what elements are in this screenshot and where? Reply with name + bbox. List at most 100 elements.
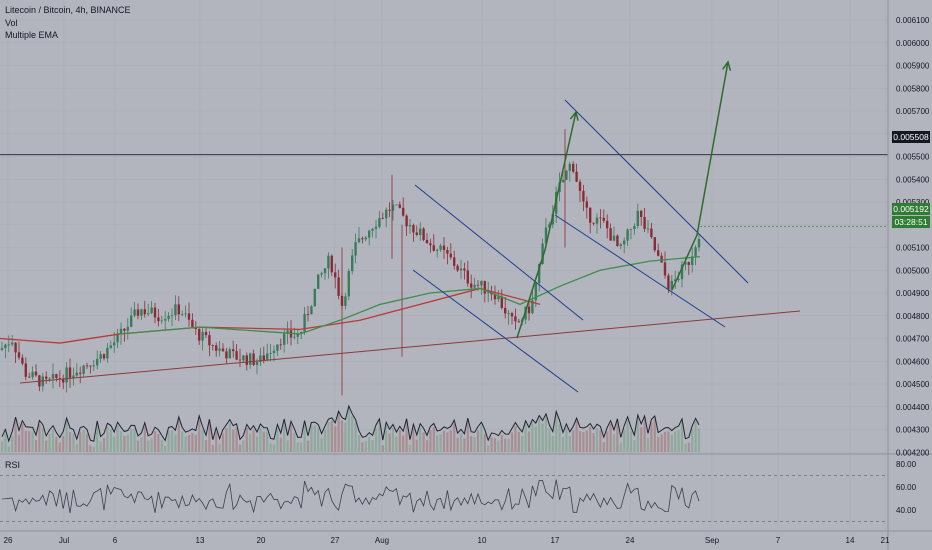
volume-bar bbox=[262, 431, 265, 452]
rsi-line bbox=[1, 479, 700, 514]
candle-body bbox=[402, 207, 405, 216]
volume-bar bbox=[636, 417, 639, 452]
candle-body bbox=[225, 351, 228, 359]
volume-bar bbox=[337, 413, 340, 452]
candle-body bbox=[391, 204, 395, 211]
candle-body bbox=[157, 317, 160, 322]
candle-body bbox=[470, 283, 473, 288]
volume-bar bbox=[354, 422, 357, 452]
volume-bar bbox=[466, 420, 469, 452]
candle-body bbox=[242, 355, 245, 361]
candle-body bbox=[317, 274, 320, 289]
candle-body bbox=[667, 275, 670, 290]
time-tick-label: 14 bbox=[846, 536, 855, 545]
volume-bar bbox=[527, 431, 531, 452]
volume-bar bbox=[442, 430, 446, 452]
candle-body bbox=[405, 215, 408, 227]
candle-body bbox=[262, 355, 265, 361]
volume-bar bbox=[555, 413, 558, 452]
candle-body bbox=[623, 240, 626, 245]
volume-bar bbox=[303, 423, 306, 452]
candle-body bbox=[181, 314, 184, 316]
ema-indicator-label[interactable]: Multiple EMA bbox=[5, 30, 59, 40]
candle-body bbox=[582, 190, 585, 202]
countdown-tag: 03:28:51 bbox=[892, 216, 930, 228]
volume-bar bbox=[517, 431, 520, 452]
price-tick-label: 0.004500 bbox=[896, 380, 930, 389]
volume-bar bbox=[412, 427, 415, 452]
volume-bar bbox=[106, 426, 109, 452]
candle-body bbox=[612, 235, 616, 241]
volume-bar bbox=[609, 423, 612, 452]
last-price-tag: 0.005192 bbox=[892, 203, 930, 215]
candle-body bbox=[449, 253, 452, 258]
volume-bar bbox=[317, 428, 320, 452]
candle-body bbox=[184, 313, 187, 315]
candle-body bbox=[351, 255, 354, 272]
candle-body bbox=[619, 244, 622, 246]
volume-bar bbox=[419, 427, 422, 452]
channel-line bbox=[554, 214, 726, 328]
volume-bar bbox=[629, 431, 633, 452]
volume-bar bbox=[320, 438, 323, 452]
volume-bar bbox=[650, 422, 653, 452]
candle-body bbox=[211, 345, 214, 346]
candle-body bbox=[204, 331, 208, 336]
candle-body bbox=[82, 365, 85, 374]
candle-body bbox=[24, 363, 27, 377]
volume-bar bbox=[623, 429, 626, 452]
volume-bar bbox=[612, 434, 616, 452]
volume-bar bbox=[133, 429, 136, 452]
candle-body bbox=[266, 353, 269, 361]
rsi-indicator-label[interactable]: RSI bbox=[5, 460, 21, 470]
candle-body bbox=[439, 245, 442, 250]
channel-line bbox=[412, 269, 579, 393]
volume-indicator-label[interactable]: Vol bbox=[5, 18, 18, 28]
volume-bar bbox=[235, 427, 238, 452]
candle-body bbox=[412, 225, 415, 233]
volume-bar bbox=[119, 431, 123, 452]
price-tick-label: 0.005900 bbox=[896, 62, 930, 71]
volume-bar bbox=[208, 422, 211, 452]
candle-body bbox=[232, 349, 235, 352]
time-tick-label: 13 bbox=[196, 536, 205, 545]
volume-bar bbox=[653, 418, 656, 452]
candle-body bbox=[592, 222, 595, 224]
volume-bar bbox=[65, 420, 68, 452]
price-tick-label: 0.004700 bbox=[896, 335, 930, 344]
symbol-title[interactable]: Litecoin / Bitcoin, 4h, BINANCE bbox=[5, 5, 131, 15]
volume-bar bbox=[385, 425, 388, 452]
volume-bar bbox=[164, 445, 167, 452]
volume-bar bbox=[507, 438, 510, 452]
volume-bar bbox=[266, 431, 269, 452]
volume-bar bbox=[157, 433, 160, 452]
time-tick-label: Sep bbox=[705, 536, 720, 545]
volume-bar bbox=[313, 425, 316, 452]
candle-body bbox=[303, 314, 306, 333]
volume-bar bbox=[68, 431, 72, 452]
candle-body bbox=[548, 224, 551, 228]
volume-bar bbox=[184, 436, 187, 452]
candle-body bbox=[561, 179, 565, 183]
volume-bar bbox=[476, 430, 480, 452]
candle-body bbox=[538, 263, 541, 284]
candle-body bbox=[323, 268, 327, 274]
candle-body bbox=[119, 328, 123, 334]
candle-body bbox=[14, 342, 17, 353]
candle-body bbox=[45, 376, 48, 379]
candle-body bbox=[589, 207, 592, 223]
candle-body bbox=[544, 227, 548, 244]
volume-bar bbox=[357, 435, 361, 452]
volume-bar bbox=[660, 434, 663, 452]
candle-body bbox=[459, 268, 463, 271]
volume-bar bbox=[436, 435, 439, 452]
price-tick-label: 0.006000 bbox=[896, 39, 930, 48]
candle-body bbox=[493, 294, 497, 300]
candle-body bbox=[208, 335, 211, 346]
candle-body bbox=[313, 288, 316, 307]
candle-body bbox=[680, 264, 684, 280]
candle-body bbox=[466, 270, 469, 284]
volume-bar bbox=[561, 436, 565, 452]
